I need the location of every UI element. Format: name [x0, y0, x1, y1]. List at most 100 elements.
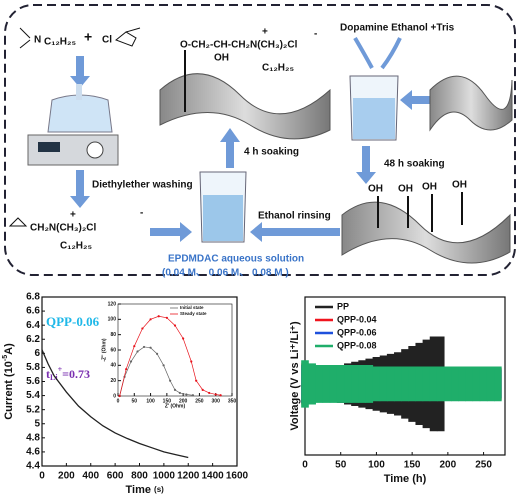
arrow [250, 222, 340, 242]
arrow [70, 170, 90, 208]
stirrer [27, 84, 119, 166]
scheme-border [4, 4, 516, 276]
group: CH₂N(CH₃)₂Cl [30, 223, 97, 234]
legend-label: PP [337, 301, 349, 311]
x-tick-label: 150 [404, 460, 421, 471]
step-label: Diethylether washing [92, 180, 193, 191]
data-point [125, 368, 128, 371]
y-tick-label: 4.6 [26, 447, 40, 458]
y-tick-label: 6.2 [26, 334, 40, 345]
data-point [142, 345, 146, 349]
annotation: QPP-0.06 [46, 314, 100, 329]
y-tick-label: 0 [113, 393, 116, 399]
x-tick-label: 200 [58, 471, 75, 482]
hydroxyl: OH [452, 180, 467, 191]
step-label: 4 h soaking [244, 147, 299, 158]
x-tick-label: 400 [82, 471, 99, 482]
x-tick-label: 200 [440, 460, 457, 471]
sheet [429, 75, 513, 132]
chain: C₁₂H₂₅ [262, 63, 294, 74]
data-point [165, 316, 168, 319]
y-tick-label: 4.4 [26, 461, 40, 472]
plot-frame [117, 303, 233, 397]
data-point [129, 360, 133, 363]
x-tick-label: 1000 [153, 471, 176, 482]
chloride: Cl [102, 35, 112, 46]
x-tick-label: 0 [39, 471, 45, 482]
arrow [356, 146, 376, 184]
x-tick-label: 200 [179, 398, 188, 404]
data-point [201, 388, 204, 391]
y-axis-title: -Z'' (Ohm) [101, 338, 107, 362]
x-tick-label: 600 [107, 471, 124, 482]
x-tick-label: 0 [117, 398, 120, 404]
arrow [150, 222, 192, 242]
y-tick-label: 20 [110, 378, 116, 384]
data-point [219, 394, 222, 397]
hydroxyl: OH [422, 182, 437, 193]
x-axis-title: Time (s) [126, 484, 165, 496]
x-tick-label: 250 [475, 460, 492, 471]
concentration-label: (0.04 M、 0.06 M、 0.08 M ) [162, 268, 289, 279]
annotation: tLi+=0.73 [46, 365, 90, 382]
y-tick-label: 6.6 [26, 306, 40, 317]
chain: C₁₂H₂₅ [44, 37, 76, 48]
x-tick-label: 250 [195, 398, 204, 404]
y-tick-label: 4.8 [26, 432, 40, 443]
legend-label: Initial state [180, 305, 204, 310]
beaker [349, 75, 399, 141]
y-tick-label: 5.6 [26, 376, 40, 387]
sym: t [46, 367, 50, 381]
y-tick-label: 40 [110, 363, 116, 369]
x-tick-label: 800 [131, 471, 148, 482]
y-title: Current (10 [3, 361, 15, 420]
hydroxyl: OH [368, 184, 383, 195]
x-tick-label: 350 [228, 398, 237, 404]
charge: - [140, 208, 143, 219]
data-point [182, 337, 185, 340]
data-point [195, 379, 198, 382]
charge: - [314, 29, 317, 40]
x-axis-title: Z' (Ohm) [165, 403, 186, 409]
x-tick-label: 0 [302, 460, 308, 471]
charge: + [262, 27, 268, 38]
y-tick-label: 100 [108, 317, 117, 323]
x-title: Time [126, 484, 151, 496]
data-point [191, 394, 195, 397]
charge: + [70, 210, 76, 221]
data-point [173, 388, 177, 391]
y-tick-label: 5 [34, 418, 40, 429]
data-point [157, 315, 160, 318]
data-point [149, 346, 152, 349]
amine: N C₁₂H₂₅ + Cl [19, 27, 141, 49]
solution-label: EPDMDAC aqueous solution [168, 254, 304, 265]
arrow [70, 56, 90, 88]
y-tick-label: 5.4 [26, 390, 40, 401]
y-title: A) [3, 343, 15, 355]
x-tick-label: 50 [335, 460, 347, 471]
data-point [185, 393, 188, 396]
legend-label: Steady state [180, 311, 207, 316]
step-label: Ethanol rinsing [258, 211, 331, 222]
data-point [173, 324, 177, 327]
y-tick-label: 5.2 [26, 404, 40, 415]
data-point [162, 364, 165, 367]
x-tick-label: 1600 [226, 471, 249, 482]
data-point [133, 345, 136, 348]
x-tick-label: 50 [132, 398, 138, 404]
y-tick-label: 120 [108, 301, 117, 307]
sheet [341, 201, 511, 264]
plus: + [84, 29, 92, 45]
y-tick-label: 80 [110, 332, 116, 338]
y-title-sup: -5 [2, 355, 9, 361]
data-point [118, 394, 121, 398]
group: O-CH₂-CH-CH₂N(CH₃)₂Cl [180, 40, 298, 51]
x-tick-label: 100 [146, 398, 155, 404]
y-axis-title: Current (10-5A) [2, 343, 15, 420]
data-point [149, 318, 152, 321]
hydroxyl: OH [214, 53, 229, 64]
y-tick-label: 6 [34, 348, 40, 359]
val: =0.73 [62, 367, 90, 381]
x-unit: (s) [154, 485, 164, 494]
